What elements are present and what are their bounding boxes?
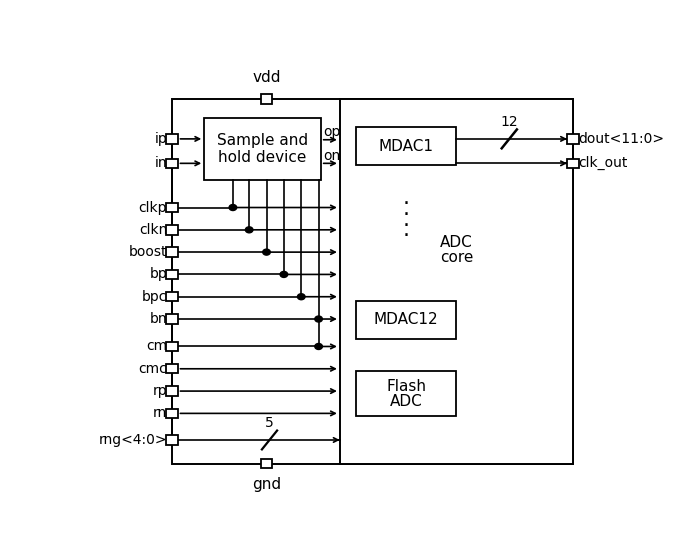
Text: op: op [323, 125, 341, 139]
Text: clkp: clkp [139, 201, 167, 214]
Text: rn: rn [153, 407, 167, 421]
FancyBboxPatch shape [567, 159, 579, 168]
FancyBboxPatch shape [166, 364, 178, 374]
Text: on: on [323, 149, 341, 163]
FancyBboxPatch shape [260, 459, 272, 468]
Text: bn: bn [150, 312, 167, 326]
Text: clkn: clkn [139, 223, 167, 237]
FancyBboxPatch shape [166, 159, 178, 168]
FancyBboxPatch shape [172, 99, 573, 463]
Text: ·: · [402, 194, 409, 214]
Text: bpc: bpc [142, 290, 167, 304]
Text: bp: bp [150, 267, 167, 281]
Circle shape [229, 204, 237, 211]
FancyBboxPatch shape [356, 372, 456, 417]
FancyBboxPatch shape [567, 134, 579, 144]
FancyBboxPatch shape [166, 292, 178, 301]
Text: core: core [440, 250, 473, 265]
Text: ADC: ADC [440, 235, 473, 250]
Text: rng<4:0>: rng<4:0> [99, 433, 167, 447]
FancyBboxPatch shape [166, 342, 178, 351]
Text: ·: · [402, 226, 409, 246]
FancyBboxPatch shape [166, 435, 178, 444]
FancyBboxPatch shape [356, 301, 456, 339]
Circle shape [280, 271, 288, 277]
Text: ADC: ADC [390, 394, 423, 409]
Text: 5: 5 [265, 416, 274, 430]
FancyBboxPatch shape [166, 247, 178, 257]
Text: cmc: cmc [139, 362, 167, 376]
FancyBboxPatch shape [260, 94, 272, 104]
Circle shape [315, 344, 323, 349]
Circle shape [246, 227, 253, 233]
Text: boost: boost [129, 245, 167, 259]
FancyBboxPatch shape [166, 134, 178, 144]
Text: in: in [155, 157, 167, 170]
Circle shape [298, 294, 305, 300]
Text: cm: cm [146, 339, 167, 354]
FancyBboxPatch shape [204, 118, 321, 180]
FancyBboxPatch shape [166, 387, 178, 396]
Text: MDAC1: MDAC1 [379, 139, 434, 154]
Circle shape [315, 316, 323, 322]
Text: clk_out: clk_out [578, 157, 628, 170]
FancyBboxPatch shape [166, 409, 178, 418]
Text: ·: · [402, 205, 409, 225]
Circle shape [262, 249, 270, 255]
FancyBboxPatch shape [166, 270, 178, 279]
Text: gnd: gnd [252, 477, 281, 492]
Text: Flash: Flash [386, 379, 426, 394]
FancyBboxPatch shape [166, 225, 178, 234]
FancyBboxPatch shape [166, 203, 178, 212]
Text: MDAC12: MDAC12 [374, 312, 438, 328]
Text: 12: 12 [500, 115, 518, 129]
Text: hold device: hold device [218, 150, 307, 165]
Text: dout<11:0>: dout<11:0> [578, 132, 664, 146]
Text: ip: ip [155, 132, 167, 146]
Text: vdd: vdd [252, 70, 281, 85]
FancyBboxPatch shape [340, 99, 573, 463]
FancyBboxPatch shape [166, 314, 178, 324]
Text: rp: rp [153, 384, 167, 398]
FancyBboxPatch shape [356, 127, 456, 165]
Text: ·: · [402, 216, 409, 236]
Text: Sample and: Sample and [217, 133, 308, 148]
